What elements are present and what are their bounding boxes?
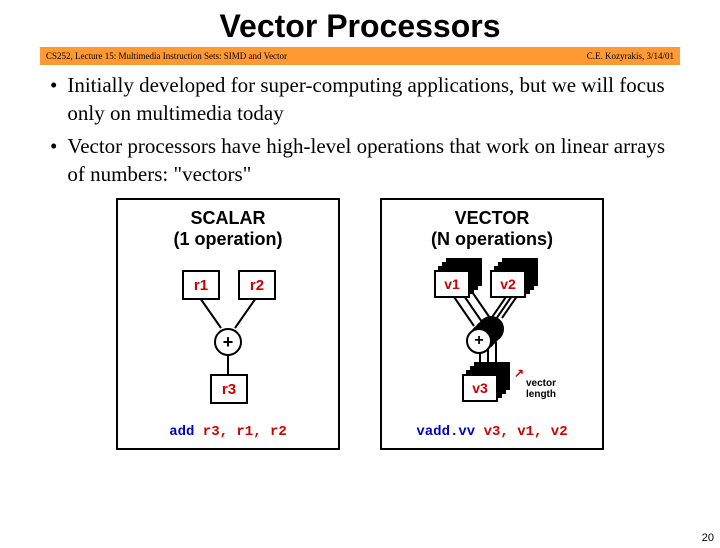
vector-title: VECTOR (N operations) <box>382 208 602 249</box>
header-bar: CS252, Lecture 15: Multimedia Instructio… <box>40 47 680 65</box>
page-number: 20 <box>702 532 714 544</box>
instr-args: r3, r1, r2 <box>203 424 287 440</box>
bullet-item: • Initially developed for super-computin… <box>50 71 680 128</box>
reg-v1: v1 <box>434 270 470 298</box>
reg-r3: r3 <box>210 374 248 404</box>
reg-r2: r2 <box>238 270 276 300</box>
scalar-title: SCALAR (1 operation) <box>118 208 338 249</box>
vlen-l1: vector <box>526 378 556 389</box>
bullet-dot: • <box>50 71 57 128</box>
scalar-title-l2: (1 operation) <box>173 229 282 249</box>
bullet-text: Initially developed for super-computing … <box>67 71 680 128</box>
reg-v2: v2 <box>490 270 526 298</box>
vlen-arrow: ↗ <box>514 366 524 380</box>
page-title: Vector Processors <box>0 8 720 45</box>
instr-args: v3, v1, v2 <box>484 424 568 440</box>
scalar-instr: add r3, r1, r2 <box>118 424 338 440</box>
vector-title-l2: (N operations) <box>431 229 553 249</box>
instr-op: add <box>169 424 203 440</box>
scalar-plus: + <box>214 328 242 356</box>
bar-right: C.E. Kozyrakis, 3/14/01 <box>587 51 674 61</box>
bullet-list: • Initially developed for super-computin… <box>50 71 680 188</box>
bullet-text: Vector processors have high-level operat… <box>67 132 680 189</box>
vlen-l2: length <box>526 389 556 400</box>
bar-left: CS252, Lecture 15: Multimedia Instructio… <box>46 51 287 61</box>
reg-v3: v3 <box>462 374 498 402</box>
scalar-panel: SCALAR (1 operation) r1 r2 + r3 add r3, … <box>116 198 340 450</box>
instr-op: vadd.vv <box>416 424 483 440</box>
vector-panel: VECTOR (N operations) v1 v2 <box>380 198 604 450</box>
vector-plus: + <box>466 328 492 354</box>
vector-instr: vadd.vv v3, v1, v2 <box>382 424 602 440</box>
vlen-label: vector length <box>526 378 556 400</box>
reg-r1: r1 <box>182 270 220 300</box>
vector-title-l1: VECTOR <box>455 208 530 228</box>
bullet-item: • Vector processors have high-level oper… <box>50 132 680 189</box>
diagram-row: SCALAR (1 operation) r1 r2 + r3 add r3, … <box>0 198 720 450</box>
scalar-title-l1: SCALAR <box>191 208 266 228</box>
bullet-dot: • <box>50 132 57 189</box>
